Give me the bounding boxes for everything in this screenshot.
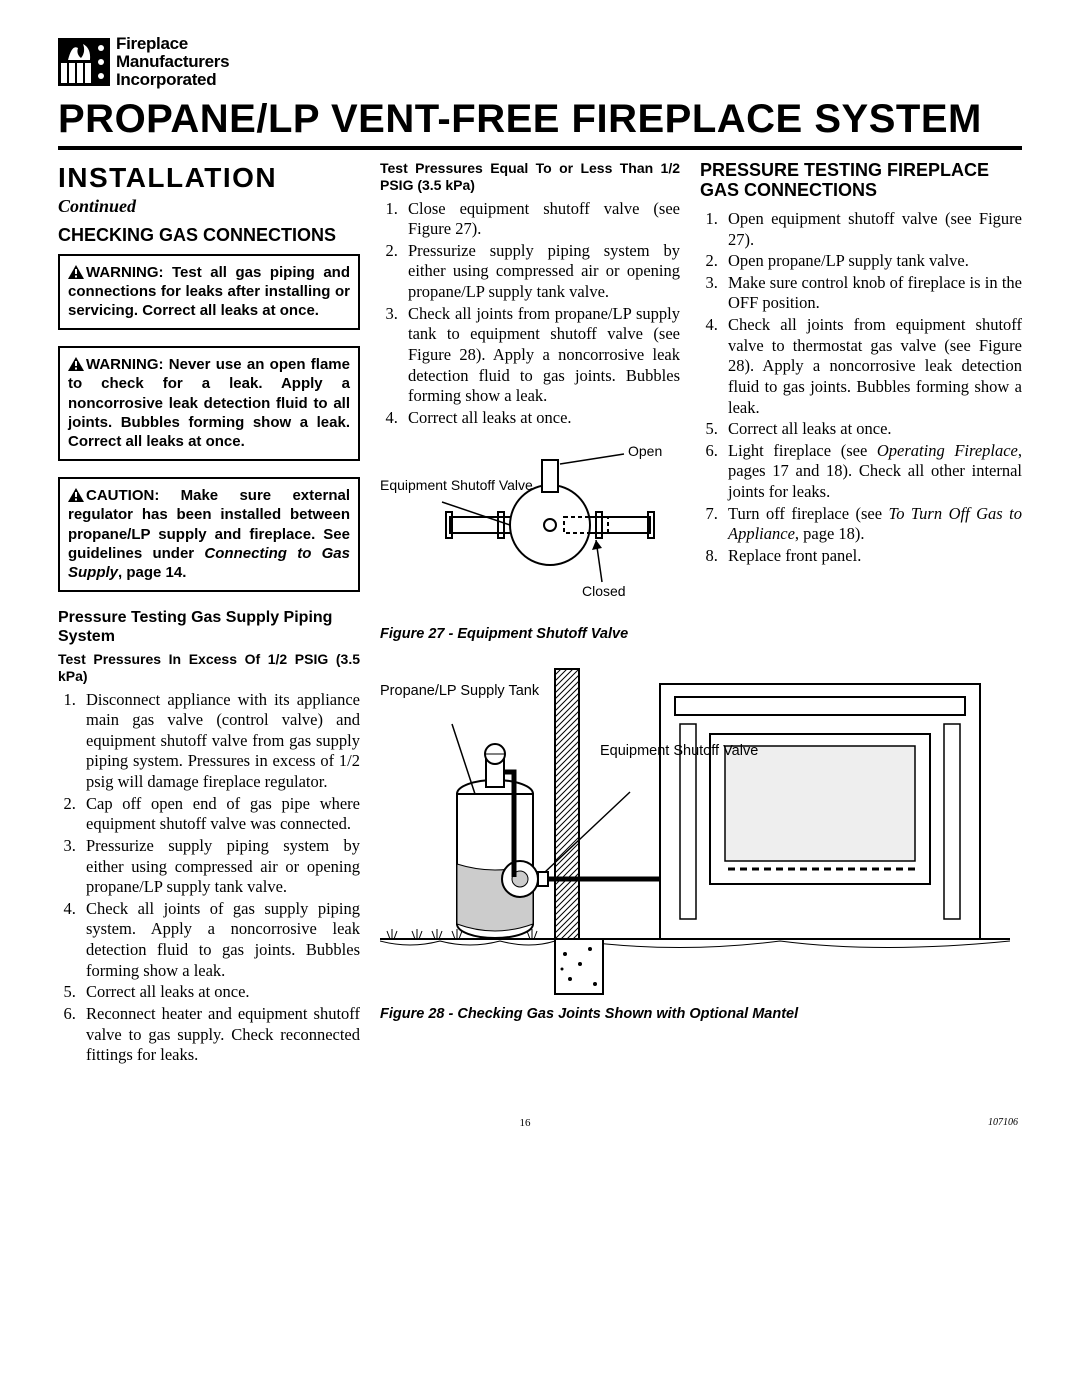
fig28-label-tank: Propane/LP Supply Tank: [380, 684, 539, 700]
column-1: INSTALLATION Continued CHECKING GAS CONN…: [58, 160, 360, 1067]
figure-27-caption: Figure 27 - Equipment Shutoff Valve: [380, 625, 680, 643]
column-2: Test Pressures Equal To or Less Than 1/2…: [380, 160, 680, 644]
page-footer: 16 107106: [58, 1117, 1022, 1129]
warning-box-2: WARNING: Never use an open flame to chec…: [58, 346, 360, 461]
equal-step: Check all joints from propane/LP supply …: [402, 304, 680, 407]
fp-step: Check all joints from equipment shutoff …: [722, 315, 1022, 418]
test-excess-label: Test Pressures In Excess Of 1/2 PSIG (3.…: [58, 651, 360, 686]
doc-number: 107106: [988, 1117, 1018, 1129]
test-equal-label: Test Pressures Equal To or Less Than 1/2…: [380, 160, 680, 195]
fp-step: Open equipment shutoff valve (see Figure…: [722, 209, 1022, 250]
figure-28: Propane/LP Supply Tank Equipment Shutoff…: [380, 664, 1010, 1019]
warning-box-1: WARNING: Test all gas piping and connect…: [58, 254, 360, 331]
column-3: PRESSURE TESTING FIREPLACE GAS CONNECTIO…: [700, 160, 1022, 644]
continued-label: Continued: [58, 195, 360, 218]
warning-2-text: WARNING: Never use an open flame to chec…: [68, 356, 350, 450]
excess-step: Pressurize supply piping system by eithe…: [80, 836, 360, 898]
excess-steps-list: Disconnect appliance with its appliance …: [80, 690, 360, 1066]
warning-icon: [68, 265, 84, 279]
excess-step: Disconnect appliance with its appliance …: [80, 690, 360, 793]
figure-28-diagram: [380, 664, 1010, 999]
logo-line-2: Manufacturers: [116, 53, 229, 71]
caution-box: CAUTION: Make sure external regulator ha…: [58, 477, 360, 592]
caution-post: , page 14.: [118, 564, 186, 581]
equal-step: Pressurize supply piping system by eithe…: [402, 241, 680, 303]
logo-line-3: Incorporated: [116, 71, 229, 89]
fp-step-7-pre: Turn off fireplace (see: [728, 504, 889, 523]
fp-step-7-post: , page 18).: [795, 524, 865, 543]
document-title: PROPANE/LP VENT-FREE FIREPLACE SYSTEM: [58, 97, 1022, 150]
fireplace-steps-list: Open equipment shutoff valve (see Figure…: [722, 209, 1022, 567]
fp-step: Open propane/LP supply tank valve.: [722, 251, 1022, 272]
figure-28-caption: Figure 28 - Checking Gas Joints Shown wi…: [380, 1006, 1010, 1022]
equal-steps-list: Close equipment shutoff valve (see Figur…: [402, 199, 680, 429]
equal-step: Close equipment shutoff valve (see Figur…: [402, 199, 680, 240]
figure-27: Equipment Shutoff Valve Open Closed Figu…: [380, 442, 680, 643]
warning-icon: [68, 488, 84, 502]
fig28-label-valve: Equipment Shutoff Valve: [600, 744, 758, 760]
columns-2-3-wrapper: Test Pressures Equal To or Less Than 1/2…: [380, 160, 1022, 1067]
fp-step: Light fireplace (see Operating Fireplace…: [722, 441, 1022, 503]
excess-step: Correct all leaks at once.: [80, 982, 360, 1003]
fp-step: Replace front panel.: [722, 546, 1022, 567]
fp-step: Turn off fireplace (see To Turn Off Gas …: [722, 504, 1022, 545]
fp-step-6-italic: Operating Fireplace: [877, 441, 1018, 460]
checking-gas-heading: CHECKING GAS CONNECTIONS: [58, 225, 360, 246]
excess-step: Check all joints of gas supply piping sy…: [80, 899, 360, 982]
section-title: INSTALLATION: [58, 160, 360, 195]
pressure-supply-heading: Pressure Testing Gas Supply Piping Syste…: [58, 608, 360, 646]
equal-step: Correct all leaks at once.: [402, 408, 680, 429]
fp-step: Correct all leaks at once.: [722, 419, 1022, 440]
excess-step: Reconnect heater and equipment shutoff v…: [80, 1004, 360, 1066]
logo-line-1: Fireplace: [116, 35, 229, 53]
logo-text: Fireplace Manufacturers Incorporated: [116, 35, 229, 89]
fp-step: Make sure control knob of fireplace is i…: [722, 273, 1022, 314]
pressure-fireplace-heading: PRESSURE TESTING FIREPLACE GAS CONNECTIO…: [700, 160, 1022, 201]
warning-1-text: WARNING: Test all gas piping and connect…: [68, 264, 350, 319]
excess-step: Cap off open end of gas pipe where equip…: [80, 794, 360, 835]
company-logo-icon: [58, 38, 110, 86]
fig27-label-open: Open: [628, 444, 662, 459]
warning-icon: [68, 357, 84, 371]
fp-step-6-pre: Light fireplace (see: [728, 441, 877, 460]
figure-27-diagram: [380, 442, 680, 617]
fig27-label-closed: Closed: [582, 584, 626, 599]
logo-block: Fireplace Manufacturers Incorporated: [58, 35, 1022, 89]
fig27-label-equipment: Equipment Shutoff Valve: [380, 478, 533, 493]
page-number: 16: [520, 1117, 531, 1129]
